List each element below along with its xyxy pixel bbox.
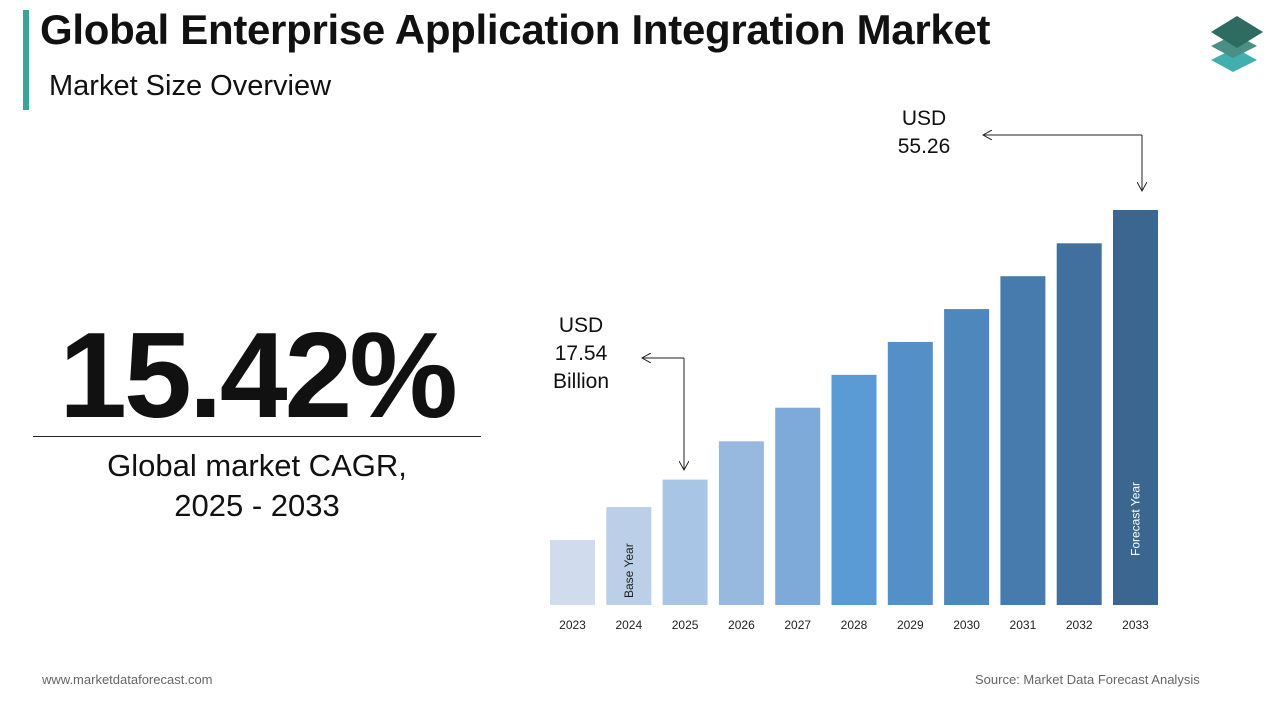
bar-2033 [1113, 210, 1158, 605]
cagr-caption-line1: Global market CAGR, [107, 448, 407, 483]
x-tick-label: 2033 [1122, 618, 1149, 632]
bar-2028 [831, 374, 877, 605]
annotation-start-unit: Billion [552, 370, 610, 393]
footer-website: www.marketdataforecast.com [42, 672, 213, 687]
footer-source: Source: Market Data Forecast Analysis [975, 672, 1200, 687]
annotation-end: USD 55.26 [884, 105, 964, 161]
bar-2023 [550, 539, 595, 605]
cagr-caption: Global market CAGR, 2025 - 2033 [33, 446, 481, 526]
cagr-value: 15.42% [59, 307, 458, 443]
page-subtitle: Market Size Overview [49, 70, 332, 102]
title-accent-bar [23, 10, 29, 110]
brand-logo-icon [1211, 16, 1263, 72]
x-tick-label: 2027 [784, 618, 811, 632]
page-title: Global Enterprise Application Integratio… [40, 6, 991, 53]
annotation-start: USD 17.54 Billion [545, 312, 617, 396]
x-tick-label: 2028 [841, 618, 868, 632]
x-tick-label: 2032 [1066, 618, 1093, 632]
x-tick-label: 2023 [559, 618, 586, 632]
bar-2031 [1000, 276, 1046, 605]
base-year-label: Base Year [622, 543, 636, 598]
bar-2029 [887, 341, 933, 605]
annotation-start-value: 17.54 [554, 342, 608, 365]
bar-2026 [718, 441, 764, 605]
annotation-end-currency: USD [901, 107, 947, 130]
cagr-caption-line2: 2025 - 2033 [174, 488, 340, 523]
annotation-start-currency: USD [558, 314, 604, 337]
x-tick-label: 2025 [672, 618, 699, 632]
divider [33, 436, 481, 437]
forecast-year-label: Forecast Year [1129, 482, 1143, 556]
x-tick-label: 2030 [953, 618, 980, 632]
annotation-end-value: 55.26 [897, 135, 951, 158]
x-tick-label: 2026 [728, 618, 755, 632]
x-tick-label: 2029 [897, 618, 924, 632]
bar-2027 [775, 407, 821, 605]
x-tick-label: 2024 [615, 618, 642, 632]
bar-2032 [1056, 243, 1102, 605]
bar-2025 [662, 479, 708, 605]
bar-2024 [606, 507, 652, 605]
x-tick-label: 2031 [1010, 618, 1037, 632]
bar-2030 [944, 309, 990, 605]
